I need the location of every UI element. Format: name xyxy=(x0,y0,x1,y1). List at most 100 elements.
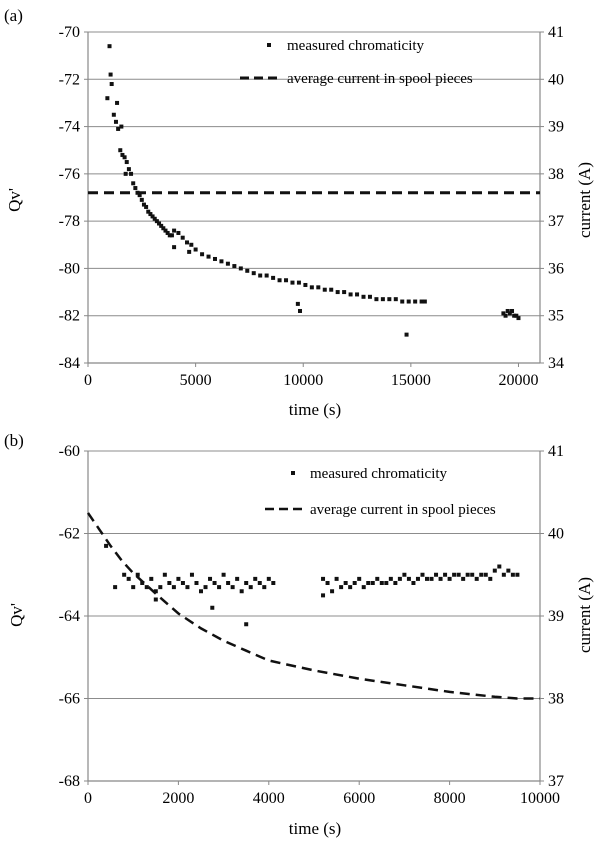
data-point xyxy=(126,576,131,581)
data-point xyxy=(492,568,497,573)
y-tick-label: -76 xyxy=(59,166,80,183)
y2-tick-label: 36 xyxy=(548,260,564,277)
data-point xyxy=(413,299,418,304)
panel-a-legend: measured chromaticity average current in… xyxy=(240,38,473,87)
data-point xyxy=(309,285,314,290)
y-tick-label: -62 xyxy=(59,526,80,543)
data-point xyxy=(221,572,226,577)
data-point xyxy=(199,589,203,594)
data-point xyxy=(258,273,263,278)
series-average-current-line xyxy=(86,512,540,700)
panel-b-tick-labels: -68 -66 -64 -62 -60 37 38 39 40 41 0 2000 4000 6000 80… xyxy=(59,443,564,807)
x-tick-label: 0 xyxy=(84,790,92,807)
data-point xyxy=(153,597,158,602)
data-point xyxy=(512,313,517,318)
y-tick-label: -60 xyxy=(59,443,80,460)
data-point xyxy=(163,228,168,233)
data-point xyxy=(158,585,163,590)
data-point xyxy=(212,256,217,261)
y-tick-label: -64 xyxy=(59,608,80,625)
data-point xyxy=(352,581,357,585)
x-tick-label: 8000 xyxy=(434,790,466,807)
panel-a-label: (a) xyxy=(4,6,23,25)
data-point xyxy=(123,171,128,176)
data-point xyxy=(488,576,493,581)
x-tick-label: 2000 xyxy=(162,790,194,807)
data-point xyxy=(342,290,347,295)
data-point xyxy=(411,581,416,585)
panel-a-y2-axis-title: current (A) xyxy=(575,162,594,238)
data-point xyxy=(393,581,398,585)
data-point xyxy=(171,585,176,590)
data-point xyxy=(165,230,170,235)
data-point xyxy=(251,271,256,276)
data-point xyxy=(189,572,194,577)
data-point xyxy=(167,581,172,585)
panel-a-legend-marker-icon xyxy=(267,43,271,47)
data-point xyxy=(148,212,153,217)
data-point xyxy=(107,44,112,49)
y2-tick-label: 38 xyxy=(548,166,564,183)
panel-b-y-axis-title: Qv' xyxy=(7,603,26,627)
data-point xyxy=(161,226,166,231)
y-tick-label: -84 xyxy=(59,355,80,372)
data-point xyxy=(322,287,327,292)
data-point xyxy=(321,593,326,598)
data-point xyxy=(187,249,192,254)
data-point xyxy=(111,112,116,117)
data-point xyxy=(296,280,301,285)
y-tick-label: -70 xyxy=(59,24,80,41)
panel-b-axes xyxy=(84,450,544,785)
panel-a-gridlines xyxy=(88,31,540,317)
data-point xyxy=(203,585,208,590)
data-point xyxy=(348,585,353,590)
data-point xyxy=(248,585,253,590)
y2-tick-label: 41 xyxy=(548,443,564,460)
panel-b-legend: measured chromaticity average current in… xyxy=(265,466,496,518)
data-point xyxy=(264,273,269,278)
data-point xyxy=(400,299,405,304)
y2-tick-label: 39 xyxy=(548,608,564,625)
data-point xyxy=(206,254,211,259)
data-point xyxy=(135,572,140,577)
data-point xyxy=(244,622,249,627)
data-point xyxy=(131,181,136,186)
data-point xyxy=(116,126,121,131)
data-point xyxy=(169,233,174,238)
data-point xyxy=(257,581,262,585)
data-point xyxy=(367,294,372,299)
data-point xyxy=(144,585,149,590)
data-point xyxy=(253,576,258,581)
data-point xyxy=(335,290,340,295)
data-point xyxy=(370,581,375,585)
data-point xyxy=(162,572,167,577)
data-point xyxy=(397,576,402,581)
data-point xyxy=(419,299,424,304)
data-point xyxy=(115,100,120,105)
data-point xyxy=(180,581,185,585)
data-point xyxy=(120,152,125,157)
panel-b-legend-marker-icon xyxy=(291,471,295,475)
data-point xyxy=(452,572,457,577)
data-point xyxy=(108,72,113,77)
data-point xyxy=(355,292,360,297)
panel-b-series xyxy=(86,512,540,700)
data-point xyxy=(154,219,159,224)
series-measured-chromaticity xyxy=(105,44,521,337)
data-point xyxy=(217,585,222,590)
y2-tick-label: 37 xyxy=(548,773,564,790)
data-point xyxy=(506,568,511,573)
data-point xyxy=(501,572,506,577)
data-point xyxy=(131,585,136,590)
data-point xyxy=(150,214,155,219)
y-tick-label: -72 xyxy=(59,71,80,88)
panel-a-legend-label-chromaticity: measured chromaticity xyxy=(287,38,425,54)
data-point xyxy=(321,576,326,581)
data-point xyxy=(271,275,276,280)
data-point xyxy=(141,202,146,207)
data-point xyxy=(461,576,466,581)
data-point xyxy=(245,268,250,273)
data-point xyxy=(456,572,461,577)
data-point xyxy=(185,585,190,590)
data-point xyxy=(149,576,154,581)
